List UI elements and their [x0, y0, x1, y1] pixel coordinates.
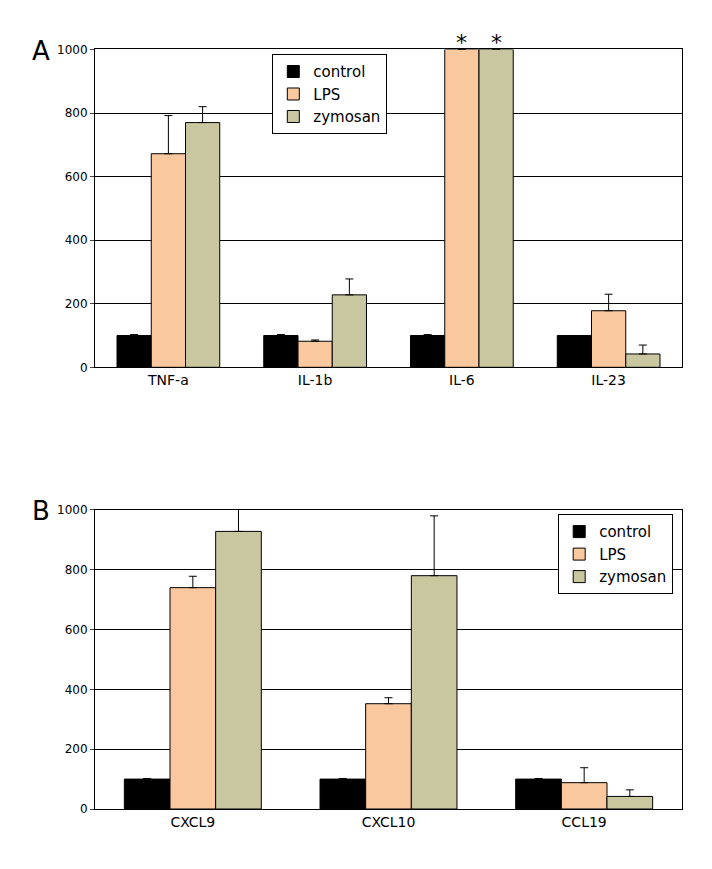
svg-text:1000: 1000	[57, 503, 88, 517]
svg-text:600: 600	[65, 623, 88, 637]
svg-text:zymosan: zymosan	[313, 108, 380, 126]
svg-text:800: 800	[65, 563, 88, 577]
svg-text:200: 200	[65, 297, 88, 311]
svg-text:400: 400	[65, 683, 88, 697]
svg-text:400: 400	[65, 233, 88, 247]
svg-text:B: B	[32, 496, 50, 526]
svg-text:control: control	[599, 523, 651, 541]
svg-text:800: 800	[65, 106, 88, 120]
svg-text:control: control	[313, 63, 365, 81]
svg-text:IL-23: IL-23	[591, 372, 626, 388]
svg-text:0: 0	[80, 361, 88, 375]
svg-text:*: *	[491, 30, 502, 55]
svg-text:1000: 1000	[57, 43, 88, 57]
svg-text:CCL19: CCL19	[562, 814, 607, 830]
svg-text:LPS: LPS	[313, 86, 340, 104]
svg-text:zymosan: zymosan	[599, 568, 666, 586]
svg-text:IL-6: IL-6	[449, 372, 475, 388]
svg-text:0: 0	[80, 802, 88, 816]
svg-text:200: 200	[65, 742, 88, 756]
svg-text:CXCL10: CXCL10	[362, 814, 416, 830]
svg-text:*: *	[456, 30, 467, 55]
svg-text:IL-1b: IL-1b	[298, 372, 333, 388]
svg-text:CXCL9: CXCL9	[170, 814, 215, 830]
svg-text:600: 600	[65, 170, 88, 184]
svg-text:LPS: LPS	[599, 546, 626, 564]
svg-text:TNF-a: TNF-a	[147, 372, 189, 388]
svg-text:A: A	[32, 36, 50, 66]
